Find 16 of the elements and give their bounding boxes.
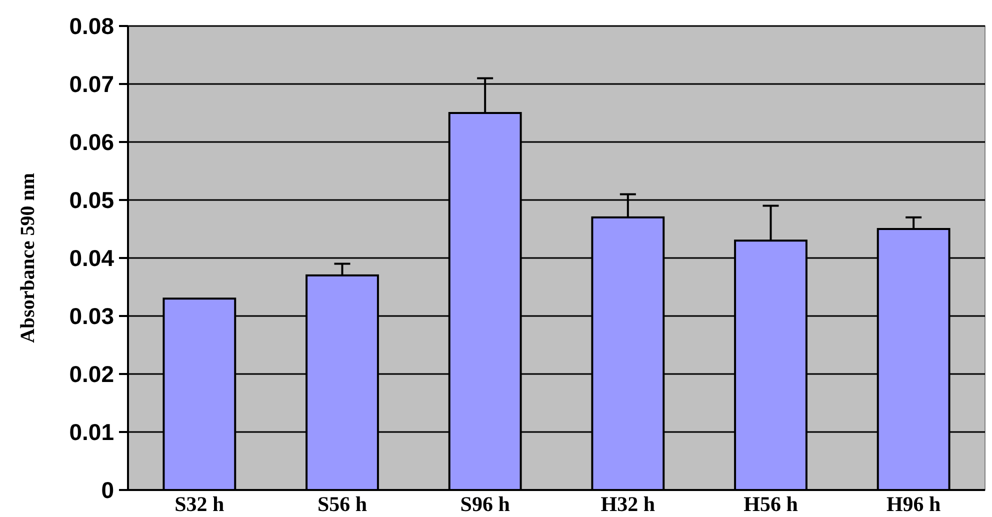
y-axis-title: Absorbance 590 nm (17, 172, 39, 344)
y-tick-label: 0.02 (69, 361, 114, 388)
x-tick-label: H56 h (744, 492, 798, 516)
y-tick-label: 0.03 (69, 303, 114, 330)
y-tick-label: 0.05 (69, 187, 114, 214)
y-tick-label: 0.06 (69, 129, 114, 156)
x-tick-label: S32 h (174, 492, 225, 516)
y-tick-label: 0.01 (69, 419, 114, 446)
x-tick-label: H96 h (886, 492, 942, 516)
y-tick-label: 0.08 (69, 13, 114, 40)
x-tick-label: H32 h (600, 492, 656, 516)
y-tick-label: 0 (101, 477, 114, 504)
y-tick-label: 0.07 (69, 71, 114, 98)
x-tick-label: S96 h (460, 492, 510, 516)
x-tick-label: S56 h (317, 492, 368, 516)
y-tick-label: 0.04 (69, 245, 114, 272)
